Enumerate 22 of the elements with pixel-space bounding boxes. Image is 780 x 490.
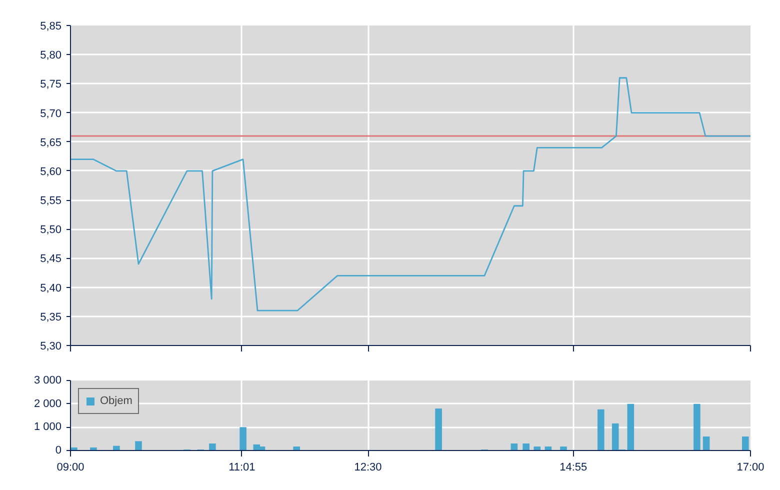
x-tick-label: 09:00 [56,462,84,474]
x-tick-label: 11:01 [228,462,256,474]
y-tick-label: 5,80 [40,50,62,62]
y-tick-label: 5,55 [40,195,62,208]
y-tick-label: 3 000 [34,374,62,386]
x-tick-label: 12:30 [354,462,382,474]
y-tick-label: 5,65 [40,136,62,149]
y-tick-label: 5,60 [40,166,62,178]
y-tick-label: 5,70 [40,108,62,120]
x-tick-label: 17:00 [736,462,764,474]
y-tick-label: 5,40 [40,282,62,294]
x-tick-label: 14:55 [560,462,588,474]
y-tick-label: 0 [55,444,62,456]
y-tick-label: 5,35 [40,311,62,324]
y-tick-label: 5,50 [40,224,62,236]
y-tick-label: 5,45 [40,253,62,266]
y-tick-label: 5,85 [40,20,62,32]
y-tick-label: 1 000 [34,421,62,434]
legend-label: Objem [100,395,132,407]
y-tick-label: 5,30 [40,340,62,352]
y-tick-label: 5,75 [40,78,62,91]
y-tick-label: 2 000 [34,398,62,410]
